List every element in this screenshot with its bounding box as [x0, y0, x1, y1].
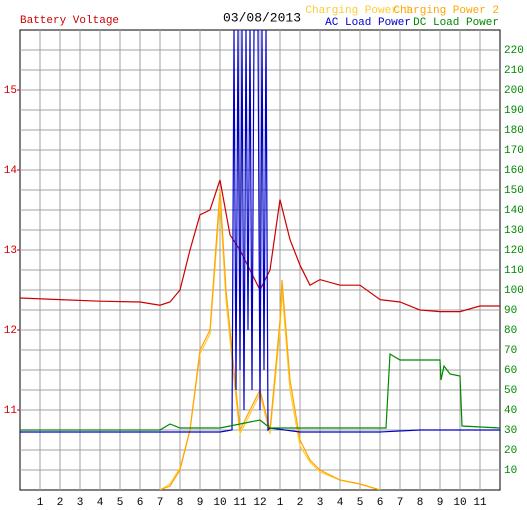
x-tick-label: 4: [97, 497, 104, 509]
x-tick-label: 9: [437, 497, 444, 509]
y2-tick-label: 90: [504, 305, 517, 317]
y2-tick-label: 70: [504, 345, 517, 357]
y2-tick-label: 110: [504, 265, 524, 277]
x-tick-label: 2: [297, 497, 304, 509]
y2-tick-label: 30: [504, 425, 517, 437]
grid: [20, 30, 500, 490]
series-line: [20, 30, 500, 433]
labels: 1 2 3 4 5 6 7 8 9 10 11 12 1 2 3 4 5 6 7 8 9 10 11102030405060…: [4, 5, 524, 509]
series-line: [159, 189, 381, 490]
x-tick-label: 3: [317, 497, 324, 509]
x-tick-label: 5: [357, 497, 364, 509]
x-tick-label: 2: [57, 497, 64, 509]
y2-tick-label: 160: [504, 165, 524, 177]
x-tick-label: 7: [157, 497, 164, 509]
y2-tick-label: 80: [504, 325, 517, 337]
y2-tick-label: 60: [504, 365, 517, 377]
y2-tick-label: 40: [504, 405, 517, 417]
x-tick-label: 1: [277, 497, 284, 509]
x-tick-label: 12: [253, 497, 266, 509]
y2-tick-label: 180: [504, 125, 524, 137]
x-tick-label: 8: [177, 497, 184, 509]
chart-title: 03/08/2013: [223, 10, 301, 25]
x-tick-label: 7: [397, 497, 404, 509]
y2-tick-label: 220: [504, 45, 524, 57]
x-tick-label: 5: [117, 497, 124, 509]
x-tick-label: 11: [473, 497, 487, 509]
y2-tick-label: 120: [504, 245, 524, 257]
x-tick-label: 6: [377, 497, 384, 509]
y2-tick-label: 50: [504, 385, 517, 397]
y2-tick-label: 130: [504, 225, 524, 237]
y-tick-label: 11: [4, 405, 18, 417]
y2-tick-label: 190: [504, 105, 524, 117]
y-tick-label: 12: [4, 325, 17, 337]
y2-tick-label: 210: [504, 65, 524, 77]
x-tick-label: 9: [197, 497, 204, 509]
legend-entry: Charging Power 2: [393, 5, 499, 17]
y2-tick-label: 170: [504, 145, 524, 157]
y-tick-label: 15: [4, 85, 17, 97]
x-tick-label: 8: [417, 497, 424, 509]
y2-tick-label: 200: [504, 85, 524, 97]
y-tick-label: 13: [4, 245, 17, 257]
y2-tick-label: 20: [504, 445, 517, 457]
legend-entry: Battery Voltage: [20, 15, 119, 27]
legend-entry: AC Load Power: [325, 17, 411, 29]
y2-tick-label: 140: [504, 205, 524, 217]
series-line: [20, 352, 500, 431]
x-tick-label: 10: [453, 497, 466, 509]
x-tick-label: 3: [77, 497, 84, 509]
y2-tick-label: 10: [504, 465, 517, 477]
x-tick-label: 4: [337, 497, 344, 509]
x-tick-label: 10: [213, 497, 226, 509]
x-tick-label: 1: [37, 497, 44, 509]
y2-tick-label: 150: [504, 185, 524, 197]
x-tick-label: 6: [137, 497, 144, 509]
y-tick-label: 14: [4, 165, 18, 177]
legend-entry: Charging Power 1: [305, 5, 411, 17]
y2-tick-label: 100: [504, 285, 524, 297]
legend-entry: DC Load Power: [413, 17, 499, 29]
x-tick-label: 11: [233, 497, 247, 509]
lines: [20, 30, 500, 490]
